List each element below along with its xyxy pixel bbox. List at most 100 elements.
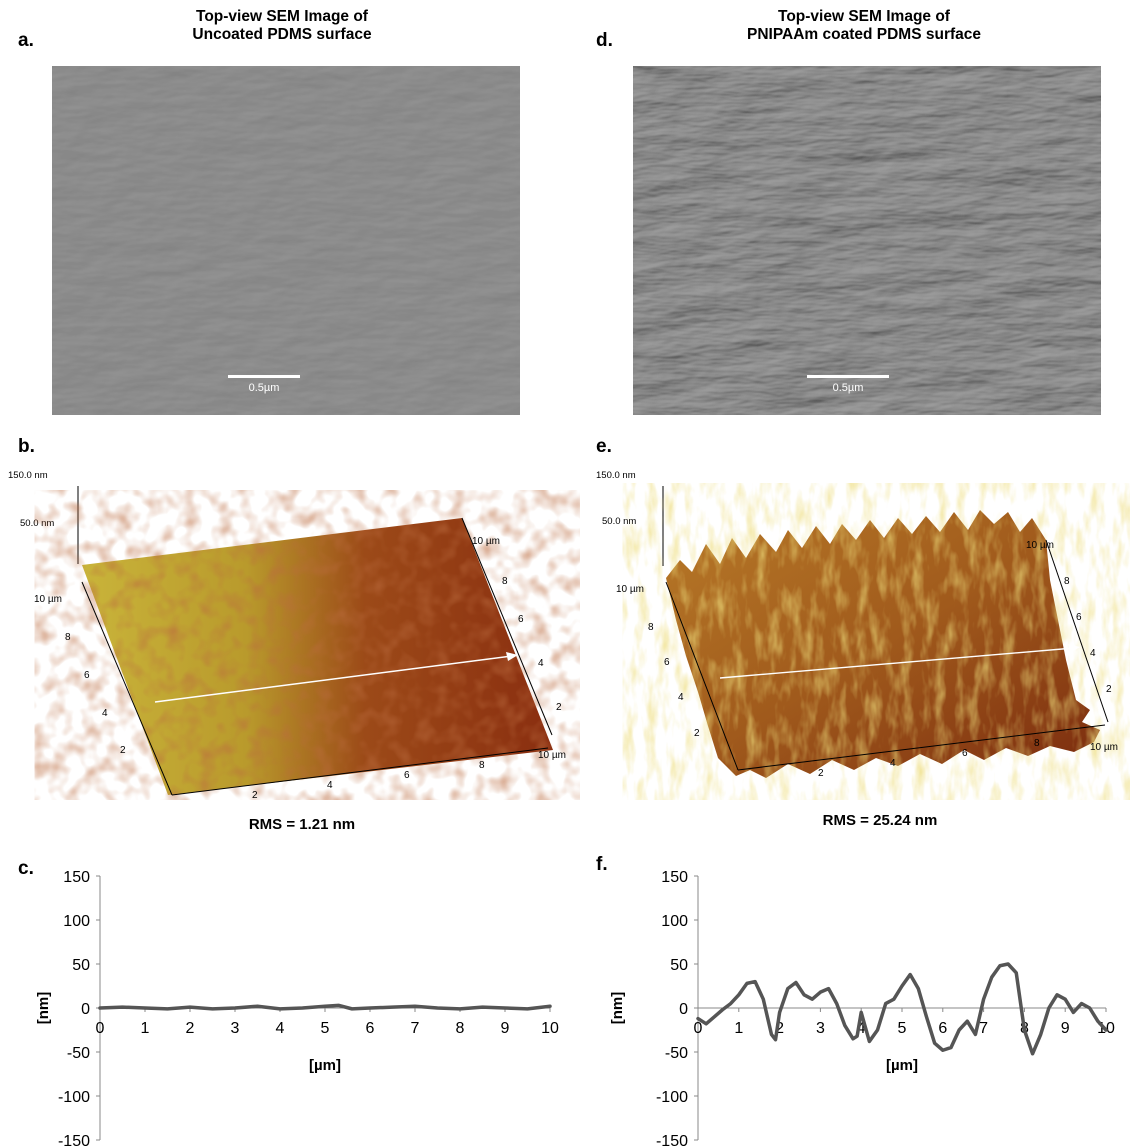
x-tick-label: 9 xyxy=(1061,1020,1070,1037)
panel-letter-c: c. xyxy=(18,858,34,879)
y-tick-label: 0 xyxy=(679,1001,688,1018)
scale-bar-label: 0.5µm xyxy=(249,382,280,394)
scale-bar-line xyxy=(228,375,300,378)
x-tick-label: 0 xyxy=(694,1020,703,1037)
profile-arrow xyxy=(154,655,513,703)
x-tick-label: 3 xyxy=(816,1020,825,1037)
x-tick-8: 8 xyxy=(479,760,485,771)
y-tick-6: 6 xyxy=(664,657,670,668)
x-tick-8: 8 xyxy=(1034,738,1040,749)
scale-bar-line xyxy=(807,375,889,378)
x-tick-label: 1 xyxy=(734,1020,743,1037)
panel-d-title: Top-view SEM Image of PNIPAAm coated PDM… xyxy=(674,8,1054,44)
x-tick-label: 6 xyxy=(938,1020,947,1037)
y-tick-4: 4 xyxy=(102,708,108,719)
profile-series-line xyxy=(98,1003,552,1011)
y-tick-label: -100 xyxy=(656,1089,688,1106)
x-tick-label: 7 xyxy=(979,1020,988,1037)
right-tick-4: 4 xyxy=(1090,648,1096,659)
x-tick-4: 4 xyxy=(890,758,896,769)
x-tick-label: 7 xyxy=(411,1020,420,1037)
x-tick-6: 6 xyxy=(962,748,968,759)
x-tick-label: 8 xyxy=(456,1020,465,1037)
y-axis-end-label: 10 µm xyxy=(34,594,62,605)
panel-letter-b: b. xyxy=(18,436,35,457)
x-tick-label: 6 xyxy=(366,1020,375,1037)
x-axis-end-label: 10 µm xyxy=(538,750,566,761)
y-axis-label: [nm] xyxy=(35,992,52,1025)
x-tick-6: 6 xyxy=(404,770,410,781)
panel-letter-f: f. xyxy=(596,854,608,875)
x-tick-label: 9 xyxy=(501,1020,510,1037)
y-tick-label: -150 xyxy=(656,1133,688,1146)
y-tick-label: 100 xyxy=(63,913,90,930)
x-tick-label: 1 xyxy=(141,1020,150,1037)
x-tick-label: 2 xyxy=(186,1020,195,1037)
panel-letter-d: d. xyxy=(596,30,613,51)
y-tick-label: 50 xyxy=(72,957,90,974)
profile-series-line xyxy=(696,962,1108,1056)
y-tick-label: 150 xyxy=(63,869,90,886)
afm-3d-coated: 150.0 nm 50.0 nm 10 µm 8 6 4 2 2 4 6 8 1… xyxy=(596,470,1118,779)
panel-a-title-line2: Uncoated PDMS surface xyxy=(192,26,372,43)
x-tick-label: 10 xyxy=(541,1020,559,1037)
y-axis-label: [nm] xyxy=(610,992,626,1025)
panel-d-title-line1: Top-view SEM Image of xyxy=(778,8,950,25)
y-tick-2: 2 xyxy=(694,728,700,739)
rms-uncoated: RMS = 1.21 nm xyxy=(248,816,356,833)
y-tick-label: 150 xyxy=(661,869,688,886)
z-axis-top-label: 150.0 nm xyxy=(8,470,48,481)
z-axis-mid-label: 50.0 nm xyxy=(602,516,636,527)
z-axis-mid-label: 50.0 nm xyxy=(20,518,54,529)
rms-coated: RMS = 25.24 nm xyxy=(822,812,938,829)
panel-a-title: Top-view SEM Image of Uncoated PDMS surf… xyxy=(92,8,472,44)
afm-3d-uncoated: 150.0 nm 50.0 nm 10 µm 8 6 4 2 2 4 6 8 1… xyxy=(8,470,566,800)
right-tick-6: 6 xyxy=(518,614,524,625)
x-tick-label: 0 xyxy=(96,1020,105,1037)
x-axis-label: [µm] xyxy=(309,1057,341,1074)
panel-d-title-line2: PNIPAAm coated PDMS surface xyxy=(747,26,981,43)
y-axis-end-label: 10 µm xyxy=(616,584,644,595)
x-axis-end-label: 10 µm xyxy=(1090,742,1118,753)
y-tick-label: 50 xyxy=(670,957,688,974)
right-axis-end-label: 10 µm xyxy=(1026,540,1054,551)
y-tick-label: -150 xyxy=(58,1133,90,1146)
x-tick-2: 2 xyxy=(818,768,824,779)
z-axis-top-label: 150.0 nm xyxy=(596,470,636,481)
x-tick-label: 2 xyxy=(775,1020,784,1037)
y-tick-2: 2 xyxy=(120,745,126,756)
y-tick-8: 8 xyxy=(65,632,71,643)
panel-letter-e: e. xyxy=(596,436,612,457)
y-tick-label: 0 xyxy=(81,1001,90,1018)
panel-letter-a: a. xyxy=(18,30,34,51)
profile-arrow xyxy=(719,647,1075,679)
right-tick-6: 6 xyxy=(1076,612,1082,623)
x-tick-4: 4 xyxy=(327,780,333,791)
x-tick-label: 4 xyxy=(276,1020,285,1037)
right-tick-2: 2 xyxy=(1106,684,1112,695)
y-tick-label: -50 xyxy=(665,1045,688,1062)
x-tick-label: 4 xyxy=(857,1020,866,1037)
x-axis-label: [µm] xyxy=(886,1057,918,1074)
right-axis-end-label: 10 µm xyxy=(472,536,500,547)
x-tick-label: 5 xyxy=(321,1020,330,1037)
sem-image-uncoated: 0.5µm xyxy=(52,66,520,415)
y-tick-label: 100 xyxy=(661,913,688,930)
y-tick-label: -50 xyxy=(67,1045,90,1062)
scale-bar-label: 0.5µm xyxy=(833,382,864,394)
profile-chart-uncoated: 150 100 50 0 -50 -100 -150 0 1 2 3 4 5 6 7 8 9 10 [µm] [nm] xyxy=(35,869,559,1146)
panel-a-title-line1: Top-view SEM Image of xyxy=(196,8,368,25)
right-tick-8: 8 xyxy=(1064,576,1070,587)
right-tick-2: 2 xyxy=(556,702,562,713)
x-tick-label: 3 xyxy=(231,1020,240,1037)
x-tick-2: 2 xyxy=(252,790,258,800)
y-tick-8: 8 xyxy=(648,622,654,633)
right-tick-8: 8 xyxy=(502,576,508,587)
sem-image-coated: 0.5µm xyxy=(633,66,1101,415)
x-tick-label: 5 xyxy=(898,1020,907,1037)
right-tick-4: 4 xyxy=(538,658,544,669)
y-tick-6: 6 xyxy=(84,670,90,681)
y-tick-4: 4 xyxy=(678,692,684,703)
y-tick-label: -100 xyxy=(58,1089,90,1106)
